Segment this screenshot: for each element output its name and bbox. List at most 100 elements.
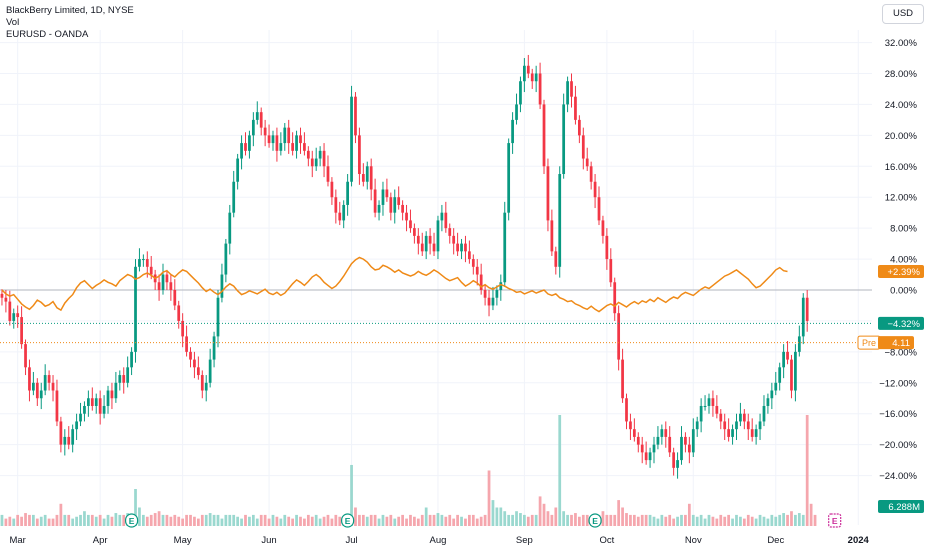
candle-body	[47, 375, 51, 383]
volume-bar	[47, 518, 51, 526]
candle-body	[801, 297, 805, 337]
volume-bar	[354, 507, 357, 526]
candle-body	[735, 421, 738, 430]
volume-bar	[75, 516, 78, 526]
candle-body	[570, 81, 573, 97]
volume-bar	[487, 470, 491, 526]
volume-indicator-label[interactable]: Vol	[6, 17, 20, 28]
x-axis-tick-label: Oct	[599, 535, 614, 546]
volume-bar	[444, 516, 448, 526]
volume-bar	[790, 511, 793, 526]
candle-body	[177, 305, 181, 321]
candle-body	[326, 166, 330, 182]
volume-bar	[558, 415, 562, 526]
candle-body	[648, 452, 652, 461]
chart-legend: BlackBerry Limited, 1D, NYSE Vol EURUSD …	[6, 5, 134, 41]
candle-body	[83, 405, 86, 414]
volume-bar	[405, 518, 408, 526]
candle-body	[664, 429, 668, 437]
volume-bar	[731, 518, 734, 526]
candle-body	[173, 290, 177, 306]
candle-body	[699, 405, 703, 422]
y-axis-tick-label: −12.00%	[879, 378, 917, 389]
volume-bar	[102, 518, 106, 526]
candle-body	[617, 313, 621, 360]
candle-body	[314, 158, 318, 167]
volume-bar	[263, 514, 267, 526]
candle-body	[87, 398, 90, 406]
candle-body	[491, 297, 495, 306]
volume-bar	[365, 516, 369, 526]
earnings-marker[interactable]	[588, 513, 602, 528]
volume-bar	[141, 514, 145, 526]
volume-bar	[746, 514, 750, 526]
volume-bar	[397, 516, 401, 526]
volume-bar	[310, 516, 314, 526]
volume-bar	[322, 516, 326, 526]
candle-body	[271, 135, 275, 144]
volume-bar	[460, 516, 463, 526]
candle-body	[550, 220, 554, 252]
volume-bar	[385, 516, 389, 526]
candle-body	[676, 460, 679, 468]
volume-bar	[389, 514, 393, 526]
volume-bar	[711, 516, 715, 526]
volume-bar	[43, 514, 47, 526]
candle-body	[507, 143, 511, 213]
earnings-marker[interactable]	[124, 513, 139, 528]
compare-symbol-label[interactable]: EURUSD - OANDA	[6, 29, 89, 40]
volume-bar	[786, 514, 789, 526]
candle-body	[640, 444, 644, 453]
candle-body	[719, 413, 723, 422]
volume-bar	[200, 514, 204, 526]
candle-body	[727, 429, 731, 437]
x-axis-tick-label: Sep	[516, 535, 533, 546]
candle-body	[432, 243, 436, 252]
candle-body	[464, 243, 467, 252]
volume-bar	[299, 516, 302, 526]
volume-bar	[707, 514, 711, 526]
volume-bar	[161, 514, 165, 526]
candle-body	[672, 452, 676, 468]
candle-body	[471, 259, 475, 267]
candle-body	[145, 259, 149, 267]
volume-bar	[12, 518, 16, 526]
candle-body	[39, 390, 43, 399]
volume-bar	[303, 518, 306, 526]
volume-bar	[719, 514, 723, 526]
candle-body	[338, 212, 342, 221]
volume-bar	[71, 518, 75, 526]
y-axis-tick-label: 16.00%	[885, 162, 918, 173]
volume-bar	[813, 514, 817, 526]
candle-body	[597, 197, 601, 221]
last-price-badge	[878, 316, 924, 330]
candle-body	[365, 166, 369, 182]
candle-body	[102, 405, 106, 414]
candle-body	[342, 204, 346, 221]
currency-button[interactable]: USD	[882, 4, 924, 24]
volume-bar	[138, 507, 141, 526]
volume-bar	[735, 514, 738, 526]
candle-body	[228, 212, 232, 244]
volume-bar	[668, 514, 672, 526]
candle-body	[204, 382, 208, 391]
volume-bar	[534, 514, 538, 526]
earnings-marker[interactable]	[341, 513, 355, 528]
candle-body	[695, 421, 699, 430]
volume-bar	[538, 496, 542, 526]
candle-body	[389, 197, 393, 213]
volume-bar	[149, 514, 153, 526]
volume-bar	[185, 514, 188, 526]
volume-bar	[526, 516, 530, 526]
volume-bar	[153, 513, 157, 526]
next-earnings-marker[interactable]	[828, 513, 842, 528]
candle-body	[63, 436, 67, 445]
symbol-title[interactable]: BlackBerry Limited, 1D, NYSE	[6, 5, 134, 16]
candle-body	[746, 421, 750, 430]
candle-body	[554, 251, 558, 267]
candle-body	[691, 429, 695, 453]
premarket-price-badge	[878, 336, 914, 350]
candle-body	[680, 436, 683, 461]
